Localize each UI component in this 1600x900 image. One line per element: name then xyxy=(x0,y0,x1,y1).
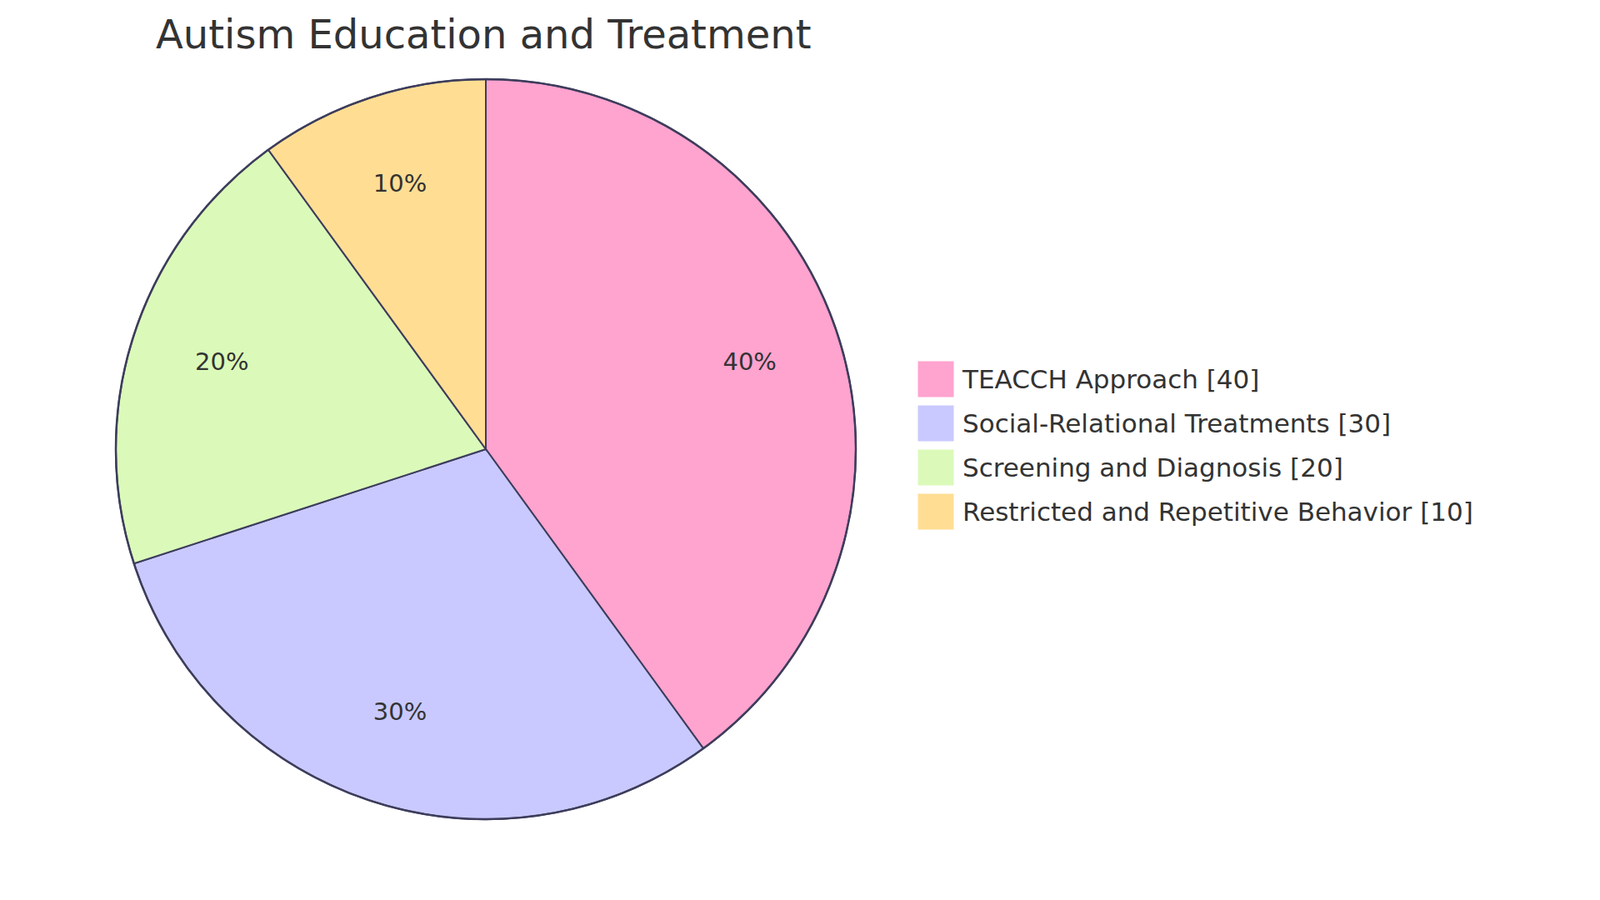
legend-value: [20] xyxy=(1281,452,1344,483)
slices xyxy=(115,79,856,820)
pie-slice xyxy=(268,79,486,450)
pie-outline xyxy=(115,79,856,820)
legend: TEACCH Approach [40] Social-Relational Tr… xyxy=(917,360,1474,530)
legend-label: TEACCH Approach [40] xyxy=(961,364,1260,395)
title: Autism Education and Treatment xyxy=(155,10,811,58)
legend-name: TEACCH Approach xyxy=(961,364,1199,395)
data-label: 20% xyxy=(195,347,249,376)
legend-label: Social-Relational Treatments [30] xyxy=(962,408,1391,439)
legend-swatch xyxy=(917,405,955,442)
data-label: 10% xyxy=(373,169,427,198)
legend-swatch xyxy=(917,493,955,530)
legend-name: Social-Relational Treatments xyxy=(962,408,1330,439)
chart: Autism Education and Treatment 40% 30% 20% 1… xyxy=(0,0,1600,900)
legend-swatch xyxy=(917,360,955,398)
legend-value: [40] xyxy=(1198,364,1260,395)
legend-value: [30] xyxy=(1330,408,1392,439)
legend-swatch xyxy=(917,449,955,486)
legend-name: Restricted and Repetitive Behavior xyxy=(962,496,1413,527)
legend-name: Screening and Diagnosis xyxy=(962,452,1282,483)
legend-label: Screening and Diagnosis [20] xyxy=(962,452,1344,483)
data-label: 40% xyxy=(722,347,776,376)
data-label: 30% xyxy=(373,697,427,726)
legend-value: [10] xyxy=(1411,496,1474,527)
legend-label: Restricted and Repetitive Behavior [10] xyxy=(962,496,1474,527)
